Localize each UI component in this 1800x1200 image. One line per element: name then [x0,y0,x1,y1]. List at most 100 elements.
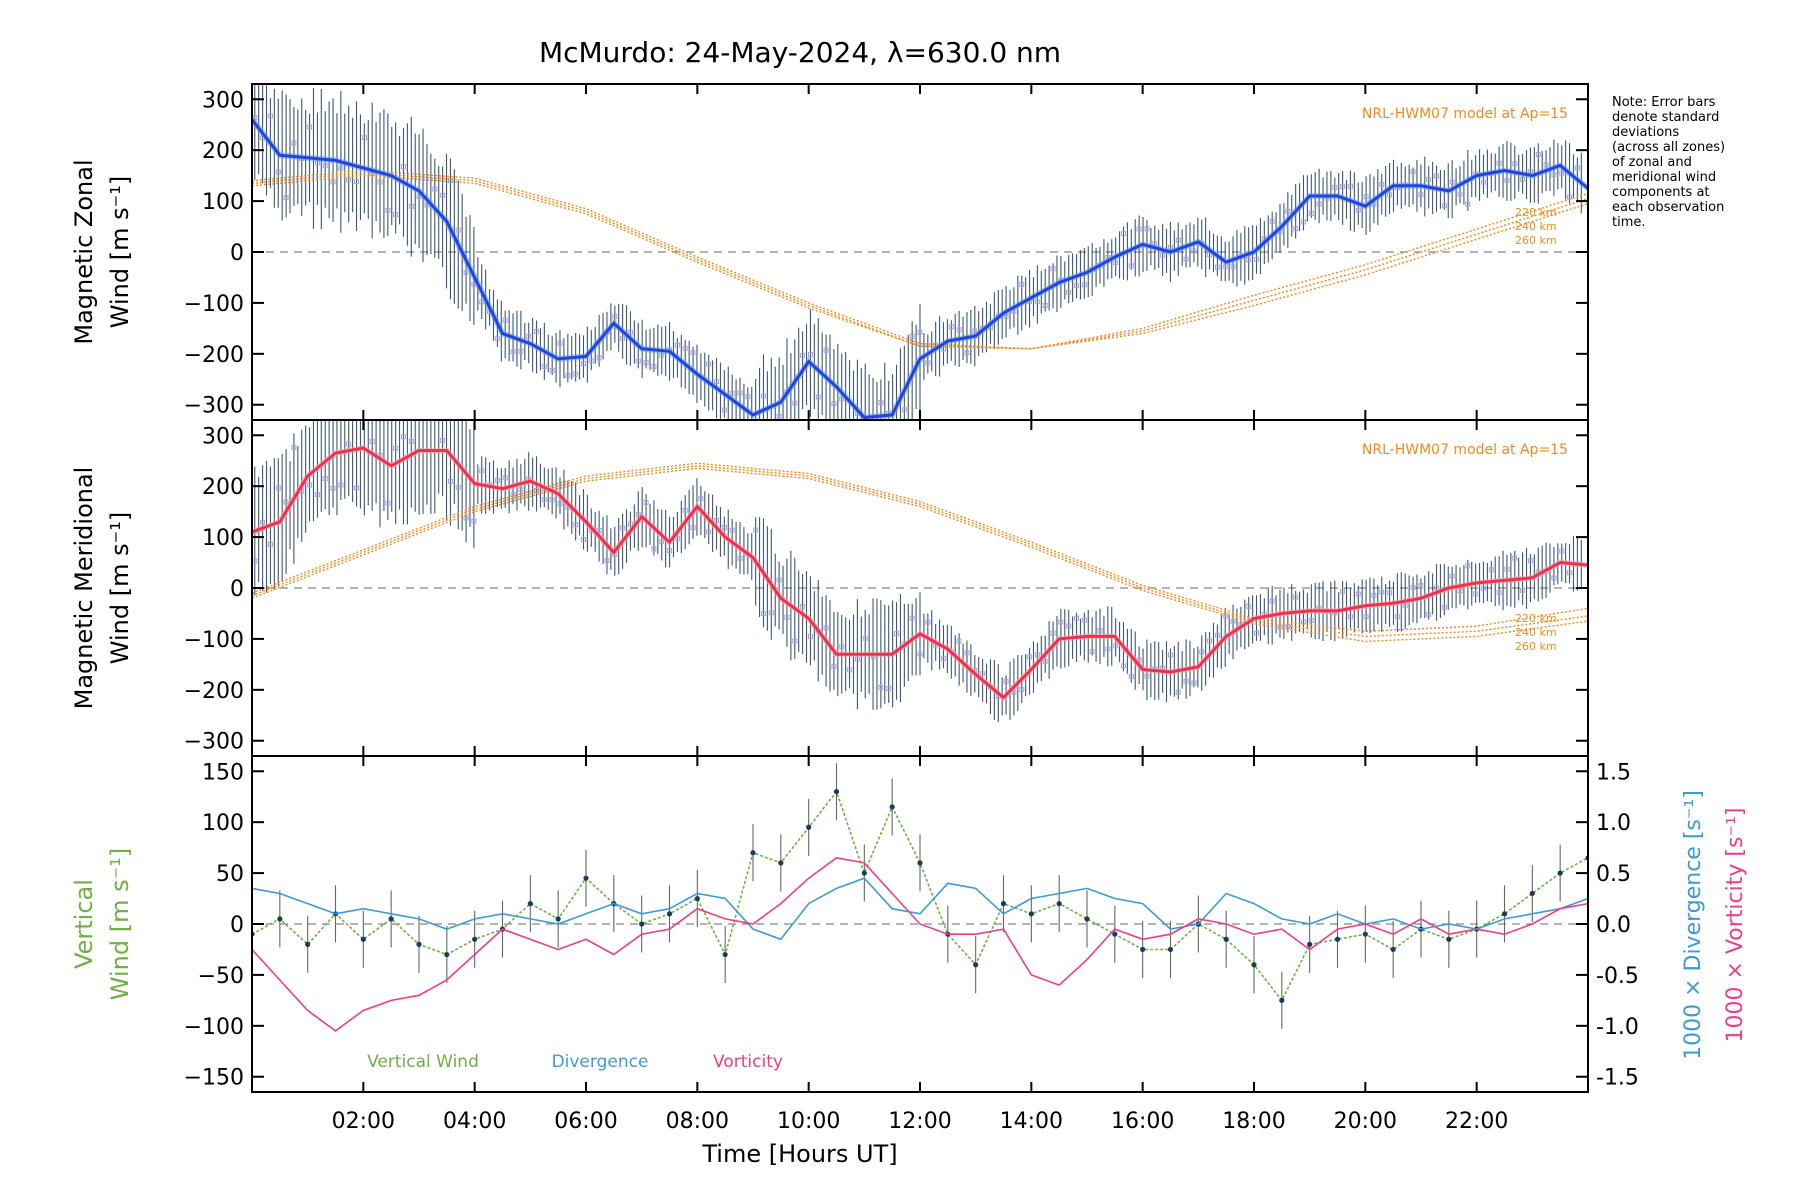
scatter-point [1081,617,1087,623]
scatter-point [267,541,273,547]
scatter-point [1254,256,1260,262]
altitude-label: 260 km [1515,234,1557,247]
scatter-point [823,625,829,631]
scatter-point [690,525,696,531]
y-tick-label: 100 [202,190,244,215]
scatter-point [1191,248,1197,254]
divergence-axis-label: 1000 × Divergence [s⁻¹] [1681,790,1706,1060]
scatter-point [682,507,688,513]
scatter-point [1003,679,1009,685]
scatter-point [1199,649,1205,655]
scatter-point [526,333,532,339]
vertical-wind-point [1112,931,1118,937]
scatter-point [1332,185,1338,191]
scatter-point [1355,207,1361,213]
scatter-point [1347,614,1353,620]
x-axis: 02:00 04:00 06:00 08:00 10:00 12:00 14:00 16:00… [332,1109,1509,1134]
y-tick-label: −100 [184,292,244,317]
scatter-point [1379,589,1385,595]
scatter-point [721,407,727,413]
y-axis-label: Wind [m s⁻¹] [106,512,134,664]
scatter-point [620,525,626,531]
scatter-point [330,179,336,185]
scatter-point [1254,630,1260,636]
scatter-point [338,165,344,171]
scatter-point [408,203,414,209]
vertical-wind-point [1056,901,1062,907]
scatter-point [1559,170,1565,176]
scatter-point [784,614,790,620]
scatter-point [894,631,900,637]
scatter-point [800,352,806,358]
model-line-220-km [252,462,1588,633]
scatter-point [549,497,555,503]
mean-line [252,446,1588,700]
scatter-point [729,391,735,397]
scatter-point [863,449,867,453]
vertical-wind-point [1529,890,1535,897]
right-tick-label: -1.5 [1596,1066,1639,1091]
scatter-point [1246,603,1252,609]
note-line: Note: Error bars [1612,95,1716,110]
note-line: components at [1612,185,1710,200]
scatter-point [314,492,320,498]
vertical-wind-line [252,789,1588,1002]
scatter-point [1160,252,1166,258]
x-tick-label: 06:00 [554,1109,617,1134]
scatter-point [1113,643,1119,649]
scatter-point [502,475,508,481]
vertical-wind-point [1084,916,1090,922]
scatter-point [964,350,970,356]
vertical-wind-point [1446,936,1452,942]
scatter-point [1363,614,1369,620]
scatter-point [674,342,680,348]
scatter-point [260,519,266,525]
scatter-point [800,603,806,609]
scatter-point [635,358,641,364]
scatter-point [815,394,821,400]
scatter-point [377,179,383,185]
scatter-point [322,476,328,482]
scatter-point [510,492,516,498]
scatter-point [807,352,813,358]
scatter-point [1167,652,1173,658]
scatter-point [1308,210,1314,216]
vertical-wind-point [778,860,784,866]
scatter-point [283,499,289,505]
scatter-point [871,421,875,425]
scatter-point [433,400,437,404]
scatter-point [307,124,313,130]
scatter-point [1293,226,1299,232]
vertical-wind-point [1334,936,1341,942]
vertical-wind-point [833,789,840,795]
scatter-point [651,363,657,369]
right-tick-label: 0.5 [1596,862,1631,887]
scatter-point [1480,179,1486,185]
right-tick-label: 1.5 [1596,760,1631,785]
vorticity-axis-label: 1000 × Vorticity [s⁻¹] [1723,808,1748,1043]
vertical-wind-point [861,870,867,876]
scatter-point [275,485,281,491]
scatter-point [479,468,485,474]
model-line-260-km [252,467,1588,643]
altitude-label: 220 km [1515,612,1557,625]
scatter-point [1426,177,1432,183]
vertical-wind-point [1501,911,1508,917]
scatter-point [1527,558,1533,564]
scatter-point [659,539,665,545]
scatter-point [1410,585,1416,591]
scatter-point [1191,680,1197,686]
x-tick-label: 16:00 [1111,1109,1174,1134]
scatter-point [1449,179,1455,185]
vertical-wind-point [1028,911,1034,917]
vertical-wind-point [1251,962,1257,968]
scatter-point [1465,563,1471,569]
scatter-point [1520,587,1526,593]
scatter-point [1394,614,1400,620]
scatter-point [862,635,868,641]
scatter-point [1214,632,1220,638]
scatter-point [1473,591,1479,597]
x-tick-label: 08:00 [666,1109,729,1134]
